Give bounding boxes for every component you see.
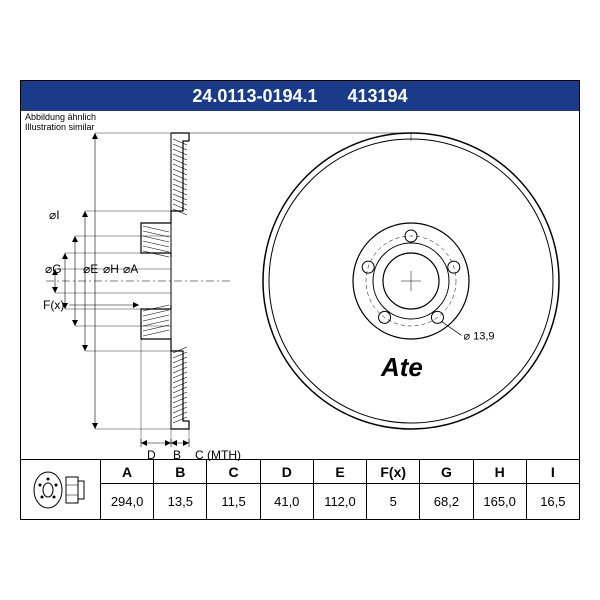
- dim-value: 68,2: [420, 484, 472, 519]
- dim-head: F(x): [367, 460, 419, 484]
- dim-col-a: A294,0: [101, 460, 154, 519]
- dim-col-b: B13,5: [154, 460, 207, 519]
- dim-col-fx: F(x)5: [367, 460, 420, 519]
- svg-text:⌀A: ⌀A: [123, 262, 138, 276]
- dim-value: 112,0: [314, 484, 366, 519]
- dim-value: 16,5: [527, 484, 579, 519]
- part-icon-cell: [21, 460, 101, 519]
- dim-value: 294,0: [101, 484, 153, 519]
- svg-text:⌀H: ⌀H: [103, 262, 119, 276]
- dim-value: 11,5: [207, 484, 259, 519]
- part-number-secondary: 413194: [348, 86, 408, 107]
- svg-text:⌀ 13,9: ⌀ 13,9: [463, 330, 494, 342]
- dim-col-g: G68,2: [420, 460, 473, 519]
- svg-text:⌀I: ⌀I: [49, 208, 60, 222]
- dim-col-c: C11,5: [207, 460, 260, 519]
- dimension-table: A294,0B13,5C11,5D41,0E112,0F(x)5G68,2H16…: [21, 459, 579, 519]
- dim-head: H: [474, 460, 526, 484]
- dim-head: E: [314, 460, 366, 484]
- part-number-primary: 24.0113-0194.1: [192, 86, 317, 107]
- dim-value: 165,0: [474, 484, 526, 519]
- technical-drawing: ⌀ 13,9Ate⌀I⌀G⌀E⌀H⌀AF(x)DBC (MTH): [21, 111, 579, 459]
- dim-value: 41,0: [261, 484, 313, 519]
- dim-col-h: H165,0: [474, 460, 527, 519]
- dim-col-d: D41,0: [261, 460, 314, 519]
- dim-col-e: E112,0: [314, 460, 367, 519]
- dim-value: 5: [367, 484, 419, 519]
- svg-text:Ate: Ate: [380, 352, 423, 382]
- dim-head: I: [527, 460, 579, 484]
- header-bar: 24.0113-0194.1 413194: [21, 81, 579, 111]
- dim-head: A: [101, 460, 153, 484]
- spec-card: 24.0113-0194.1 413194 Abbildung ähnlich …: [20, 80, 580, 520]
- svg-text:⌀E: ⌀E: [83, 262, 98, 276]
- svg-text:⌀G: ⌀G: [45, 262, 62, 276]
- dim-head: D: [261, 460, 313, 484]
- dim-value: 13,5: [154, 484, 206, 519]
- dim-head: B: [154, 460, 206, 484]
- dimension-columns: A294,0B13,5C11,5D41,0E112,0F(x)5G68,2H16…: [101, 460, 579, 519]
- dim-col-i: I16,5: [527, 460, 579, 519]
- dim-head: G: [420, 460, 472, 484]
- svg-text:F(x): F(x): [43, 298, 64, 312]
- dim-head: C: [207, 460, 259, 484]
